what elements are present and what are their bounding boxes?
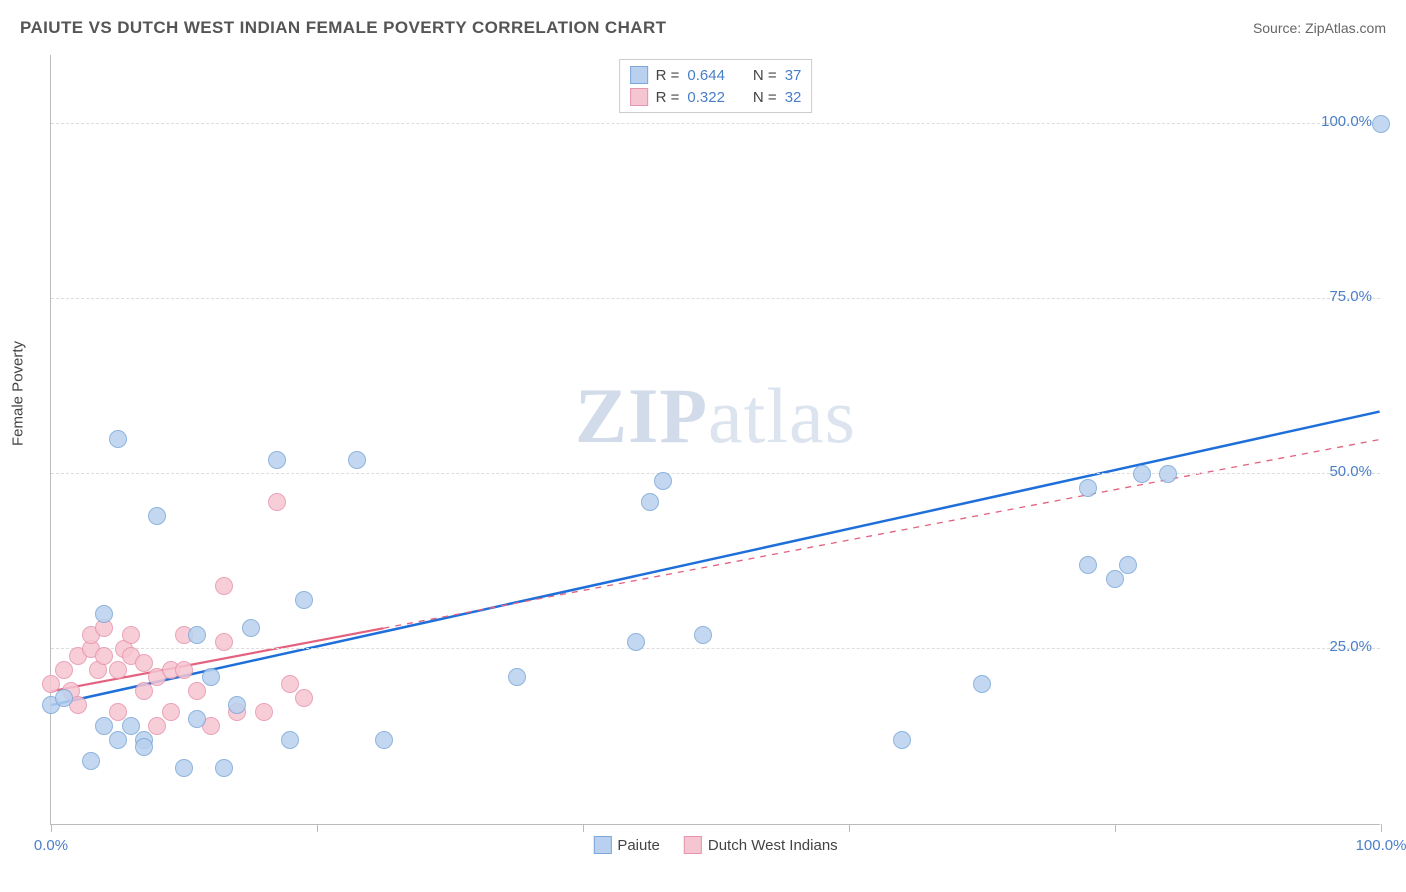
regression-lines <box>51 55 1380 824</box>
scatter-point <box>109 731 127 749</box>
x-tick-label: 100.0% <box>1356 837 1406 854</box>
scatter-point <box>82 752 100 770</box>
legend-swatch <box>630 88 648 106</box>
x-tick-label: 0.0% <box>34 837 68 854</box>
legend-label: Paiute <box>617 837 660 854</box>
legend-item: Dutch West Indians <box>684 836 838 854</box>
scatter-point <box>109 661 127 679</box>
bottom-legend: Paiute Dutch West Indians <box>593 836 837 854</box>
scatter-point <box>122 626 140 644</box>
legend-item: Paiute <box>593 836 660 854</box>
scatter-point <box>242 619 260 637</box>
x-tick-mark <box>51 824 52 832</box>
scatter-point <box>1159 465 1177 483</box>
x-tick-mark <box>849 824 850 832</box>
scatter-point <box>694 626 712 644</box>
gridline-horizontal <box>51 648 1380 649</box>
gridline-horizontal <box>51 123 1380 124</box>
scatter-point <box>188 682 206 700</box>
scatter-point <box>215 759 233 777</box>
stat-n-value: 37 <box>785 67 802 84</box>
gridline-horizontal <box>51 473 1380 474</box>
scatter-point <box>654 472 672 490</box>
scatter-point <box>188 626 206 644</box>
scatter-point <box>295 591 313 609</box>
x-tick-mark <box>583 824 584 832</box>
stat-r-value: 0.322 <box>687 89 725 106</box>
legend-swatch <box>630 66 648 84</box>
stat-r-label: R = <box>656 67 680 84</box>
scatter-point <box>55 661 73 679</box>
legend-label: Dutch West Indians <box>708 837 838 854</box>
scatter-point <box>135 682 153 700</box>
scatter-point <box>1079 556 1097 574</box>
scatter-point <box>148 717 166 735</box>
scatter-point <box>1372 115 1390 133</box>
scatter-point <box>215 577 233 595</box>
stat-r-label: R = <box>656 89 680 106</box>
scatter-point <box>95 605 113 623</box>
scatter-point <box>95 717 113 735</box>
chart-plot-area: ZIPatlas R =0.644N =37R =0.322N =32 Paiu… <box>50 55 1380 825</box>
scatter-point <box>255 703 273 721</box>
header: PAIUTE VS DUTCH WEST INDIAN FEMALE POVER… <box>20 18 1386 38</box>
stat-n-label: N = <box>753 67 777 84</box>
x-tick-mark <box>1115 824 1116 832</box>
stat-n-value: 32 <box>785 89 802 106</box>
scatter-point <box>508 668 526 686</box>
scatter-point <box>228 696 246 714</box>
gridline-horizontal <box>51 298 1380 299</box>
scatter-point <box>281 731 299 749</box>
scatter-point <box>375 731 393 749</box>
y-tick-label: 100.0% <box>1321 113 1372 130</box>
scatter-point <box>135 738 153 756</box>
stats-row: R = 0.322 N = 32 <box>630 86 802 108</box>
scatter-point <box>627 633 645 651</box>
scatter-point <box>1119 556 1137 574</box>
scatter-point <box>162 703 180 721</box>
scatter-point <box>973 675 991 693</box>
scatter-point <box>109 430 127 448</box>
scatter-point <box>148 507 166 525</box>
chart-title: PAIUTE VS DUTCH WEST INDIAN FEMALE POVER… <box>20 18 666 38</box>
scatter-point <box>295 689 313 707</box>
scatter-point <box>641 493 659 511</box>
scatter-point <box>95 647 113 665</box>
stat-r-value: 0.644 <box>687 67 725 84</box>
y-tick-label: 50.0% <box>1329 463 1372 480</box>
legend-swatch <box>593 836 611 854</box>
scatter-point <box>1079 479 1097 497</box>
stat-n-label: N = <box>753 89 777 106</box>
scatter-point <box>202 668 220 686</box>
legend-swatch <box>684 836 702 854</box>
scatter-point <box>1133 465 1151 483</box>
scatter-point <box>1106 570 1124 588</box>
scatter-point <box>348 451 366 469</box>
source-label: Source: ZipAtlas.com <box>1253 20 1386 36</box>
stats-row: R = 0.644 N = 37 <box>630 64 802 86</box>
y-tick-label: 25.0% <box>1329 638 1372 655</box>
watermark: ZIPatlas <box>575 371 856 461</box>
scatter-point <box>175 759 193 777</box>
scatter-point <box>55 689 73 707</box>
x-tick-mark <box>317 824 318 832</box>
stats-legend-box: R = 0.644 N = 37 R = 0.322 N = 32 <box>619 59 813 113</box>
x-tick-mark <box>1381 824 1382 832</box>
scatter-point <box>268 451 286 469</box>
scatter-point <box>268 493 286 511</box>
y-tick-label: 75.0% <box>1329 288 1372 305</box>
scatter-point <box>175 661 193 679</box>
y-axis-label: Female Poverty <box>10 341 27 446</box>
scatter-point <box>893 731 911 749</box>
scatter-point <box>215 633 233 651</box>
scatter-point <box>188 710 206 728</box>
